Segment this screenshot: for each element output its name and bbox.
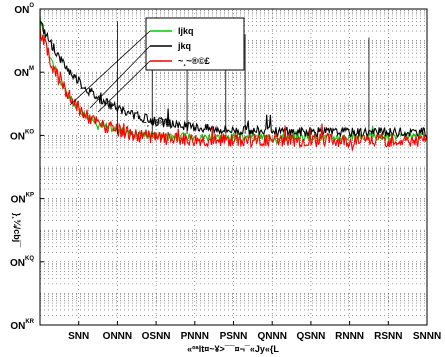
annotation-arrow-1 <box>69 30 151 106</box>
x-tick-label: RSNN <box>374 331 402 342</box>
x-tick-label: QSNN <box>296 331 325 342</box>
legend-label-jkq: jkq <box>177 41 191 51</box>
x-tick-label: QNNN <box>257 331 286 342</box>
legend: ljkq jkq ~¸~®©£ <box>145 17 245 71</box>
x-tick-label: ONNN <box>103 331 132 342</box>
x-tick-label: PNNN <box>181 331 209 342</box>
annotation-arrow-2 <box>89 45 151 109</box>
series-lines <box>39 15 428 151</box>
y-axis-label: }¸¾/cbj¯ <box>12 213 22 249</box>
legend-label-red: ~¸~®©£ <box>178 56 210 66</box>
annotation: ~¸~®©£ <box>69 30 171 127</box>
y-tick-label: ONKP <box>11 193 34 206</box>
x-tick-label: SNN <box>68 331 89 342</box>
x-ticks: SNN ONNN OSNN PNNN PSNN QNNN QSNN RNNN RSNN SNNN <box>68 321 441 342</box>
y-ticks: ONO ONM ONKO ONKP ONKQ ONKR <box>10 3 44 332</box>
y-tick-label: ONKR <box>10 319 34 332</box>
series-line-2 <box>39 22 428 151</box>
annotation-arrow-3 <box>97 60 151 113</box>
legend-label-ljkq: ljkq <box>178 26 194 36</box>
x-tick-label: SNNN <box>413 331 441 342</box>
y-tick-label: ONM <box>14 66 34 79</box>
y-tick-label: ONO <box>14 3 34 16</box>
x-tick-label: RNNN <box>335 331 364 342</box>
y-tick-label: ONKO <box>10 129 34 142</box>
x-axis-label: «ºªlt¤~¥>¯¯¤¬¯«Jy«{L <box>187 344 279 354</box>
y-tick-label: ONKQ <box>10 256 34 269</box>
x-tick-label: OSNN <box>142 331 171 342</box>
x-tick-label: PSNN <box>220 331 248 342</box>
annotation-label: ~¸~®©£ <box>142 118 171 127</box>
